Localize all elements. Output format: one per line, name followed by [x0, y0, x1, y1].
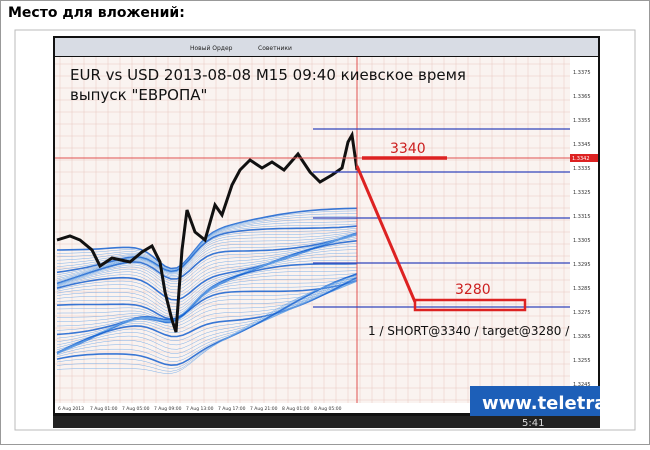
ma-line [56, 281, 358, 354]
price-label: 1.3285 [573, 286, 591, 292]
price-label: 1.3265 [573, 334, 591, 340]
toolbar-button[interactable]: Советники [258, 45, 292, 52]
time-label: 7 Aug 09:00 [154, 406, 182, 412]
ma-line [56, 273, 358, 362]
banner-text: www.teletra [482, 393, 606, 414]
video-controls [53, 416, 600, 428]
heading: Место для вложений: [8, 5, 185, 21]
ma-line [56, 232, 358, 281]
price-label: 1.3375 [573, 70, 591, 76]
ma-line [56, 229, 358, 278]
price-label: 1.3275 [573, 310, 591, 316]
time-label: 7 Aug 01:00 [90, 406, 118, 412]
chart-area [55, 57, 570, 403]
time-label: 7 Aug 17:00 [218, 406, 246, 412]
price-label: 1.3295 [573, 262, 591, 268]
banner [470, 386, 600, 416]
time-label: 7 Aug 21:00 [250, 406, 278, 412]
ma-line [56, 273, 358, 354]
ma-line [56, 252, 358, 323]
ma-line [56, 275, 358, 369]
entry-label: 3340 [390, 141, 426, 157]
toolbar [55, 38, 598, 56]
price-line [56, 130, 359, 333]
time-label: 7 Aug 13:00 [186, 406, 214, 412]
time-label: 6 Aug 2013 [58, 406, 84, 412]
price-label: 1.3355 [573, 118, 591, 124]
chart-subtitle: выпуск "ЕВРОПА" [70, 86, 207, 104]
current-price: 1.3342 [572, 156, 590, 162]
price-label: 1.3315 [573, 214, 591, 220]
ma-line [56, 275, 358, 353]
target-box [413, 298, 527, 312]
chart-title: EUR vs USD 2013-08-08 M15 09:40 киевское… [70, 66, 466, 84]
ma-line [56, 273, 358, 367]
ma-line [56, 233, 358, 282]
price-label: 1.3345 [573, 142, 591, 148]
current-price-box [570, 154, 598, 162]
time-label: 7 Aug 05:00 [122, 406, 150, 412]
ma-line [56, 272, 358, 358]
time-label: 8 Aug 05:00 [314, 406, 342, 412]
trade-arrow [355, 165, 417, 303]
ma-line [56, 273, 358, 354]
target-label: 3280 [455, 282, 491, 298]
ma-line [56, 234, 358, 285]
price-label: 1.3245 [573, 382, 591, 388]
ma-line [56, 233, 358, 285]
grid [55, 57, 570, 403]
price-axis [570, 57, 598, 403]
price-label: 1.3365 [573, 94, 591, 100]
time-label: 8 Aug 01:00 [282, 406, 310, 412]
ma-line [56, 274, 358, 353]
ma-fan [56, 207, 358, 374]
toolbar-button[interactable]: Новый Ордер [190, 45, 233, 52]
price-label: 1.3325 [573, 190, 591, 196]
ma-line [56, 231, 358, 280]
ma-line [56, 227, 358, 276]
ma-line [56, 279, 358, 374]
video-time: 5:41 [522, 418, 544, 429]
ma-line [56, 234, 358, 285]
time-axis [55, 403, 570, 413]
ma-line [56, 218, 358, 272]
price-label: 1.3305 [573, 238, 591, 244]
trade-note: 1 / SHORT@3340 / target@3280 / [368, 324, 570, 338]
price-label: 1.3335 [573, 166, 591, 172]
price-label: 1.3255 [573, 358, 591, 364]
